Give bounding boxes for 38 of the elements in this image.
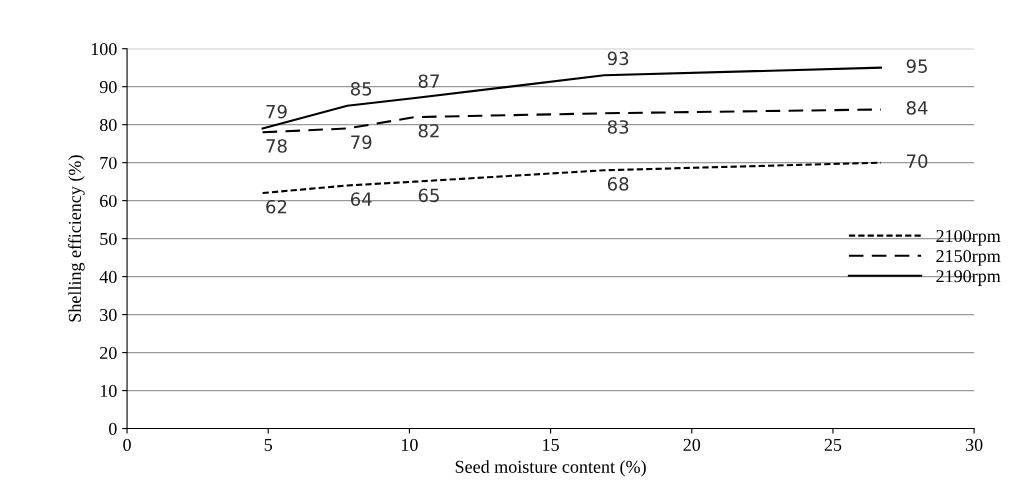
y-tick-label: 10 bbox=[100, 384, 117, 398]
y-tick-label: 50 bbox=[100, 232, 117, 246]
y-tick-label: 90 bbox=[99, 80, 117, 94]
data-label: 85 bbox=[350, 81, 372, 96]
y-axis-title: Shelling efficiency (%) bbox=[68, 155, 85, 322]
y-tick-label: 100 bbox=[91, 42, 117, 56]
y-tick-label: 20 bbox=[100, 346, 117, 360]
data-label: 68 bbox=[607, 177, 629, 191]
x-tick-label: 0 bbox=[123, 438, 131, 451]
data-label: 65 bbox=[418, 188, 439, 203]
x-tick-label: 30 bbox=[965, 438, 983, 451]
data-label: 87 bbox=[418, 74, 439, 89]
y-tick-label: 40 bbox=[99, 270, 117, 284]
data-label: 78 bbox=[266, 139, 287, 153]
y-tick-label: 80 bbox=[99, 118, 117, 132]
data-label: 70 bbox=[907, 154, 928, 168]
x-tick-label: 15 bbox=[543, 438, 559, 451]
data-label: 95 bbox=[906, 59, 927, 73]
data-label: 93 bbox=[607, 51, 629, 66]
x-tick-label: 5 bbox=[264, 438, 273, 451]
legend-label: 2190rpm bbox=[936, 270, 1001, 286]
x-axis-title: Seed moisture content (%) bbox=[455, 460, 646, 477]
data-label: 79 bbox=[266, 104, 287, 119]
data-label: 64 bbox=[350, 192, 372, 206]
x-tick-label: 10 bbox=[401, 438, 418, 451]
data-label: 79 bbox=[351, 135, 372, 149]
y-tick-label: 30 bbox=[100, 308, 117, 322]
legend-label: 2150rpm bbox=[936, 250, 1001, 266]
data-label: 83 bbox=[607, 120, 629, 134]
y-tick-label: 70 bbox=[100, 156, 117, 170]
data-label: 84 bbox=[906, 101, 928, 115]
y-tick-label: 60 bbox=[100, 194, 117, 208]
legend-label: 2100rpm bbox=[936, 229, 1001, 246]
x-tick-label: 20 bbox=[683, 438, 701, 451]
x-tick-label: 25 bbox=[824, 438, 842, 451]
data-label: 62 bbox=[266, 199, 287, 214]
y-tick-label: 0 bbox=[109, 422, 117, 435]
data-label: 82 bbox=[418, 123, 439, 138]
